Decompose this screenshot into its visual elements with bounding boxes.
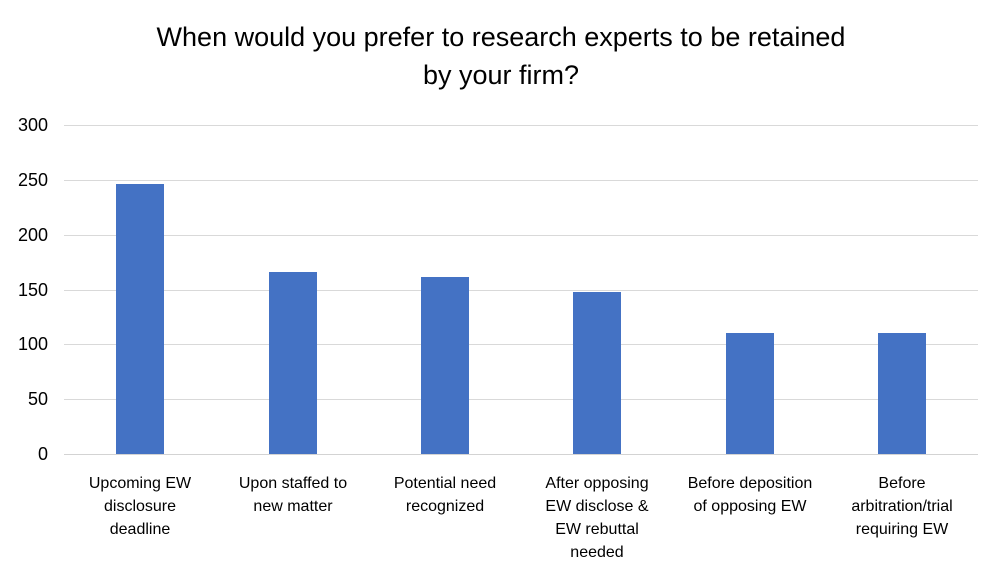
x-axis-label-line: arbitration/trial	[851, 498, 953, 515]
x-axis-label-line: Upon staffed to	[238, 475, 348, 492]
x-axis-label-line: needed	[570, 544, 624, 561]
gridline	[64, 180, 978, 181]
chart-title-line: When would you prefer to research expert…	[156, 22, 846, 52]
x-axis-label-line: requiring EW	[855, 521, 949, 538]
y-tick-label: 200	[17, 225, 48, 245]
x-axis-label-line: After opposing	[545, 475, 649, 492]
y-tick-label: 0	[37, 444, 48, 464]
x-axis-label-line: Upcoming EW	[88, 475, 192, 492]
bar	[269, 272, 317, 454]
y-tick-label: 100	[17, 334, 48, 354]
y-tick-label: 250	[17, 170, 48, 190]
bar	[726, 333, 774, 454]
x-axis-label: Before deposition of opposing EW	[672, 472, 828, 518]
y-tick-label: 50	[27, 389, 48, 409]
x-axis-label-line: new matter	[253, 498, 333, 515]
x-axis-label-line: Potential need	[393, 475, 497, 492]
y-tick-label: 150	[17, 280, 48, 300]
y-tick-label: 300	[17, 115, 48, 135]
gridline	[64, 399, 978, 400]
x-axis-label: Upcoming EW disclosure deadline	[62, 472, 218, 541]
x-axis-label-line: disclosure	[103, 498, 177, 515]
gridline	[64, 125, 978, 126]
x-axis-label-line: Before	[878, 475, 926, 492]
gridline	[64, 344, 978, 345]
chart-title: When would you prefer to research expert…	[0, 18, 1002, 94]
x-axis-label-line: EW rebuttal	[555, 521, 639, 538]
x-axis-label-line: deadline	[109, 521, 171, 538]
x-axis-label: Upon staffed to new matter	[215, 472, 371, 518]
x-axis-label-line: recognized	[405, 498, 485, 515]
chart-title-line: by your firm?	[422, 60, 580, 90]
bar	[573, 292, 621, 454]
plot-area	[64, 125, 978, 455]
x-axis-label: Before arbitration/trial requiring EW	[824, 472, 980, 541]
x-axis-label-line: Before deposition	[687, 475, 813, 492]
x-axis-label: Potential need recognized	[367, 472, 523, 518]
x-axis-line	[64, 454, 978, 455]
bar	[878, 333, 926, 454]
bar	[421, 277, 469, 454]
x-axis-label-line: of opposing EW	[693, 498, 807, 515]
gridline	[64, 290, 978, 291]
x-axis-label-line: EW disclose &	[545, 498, 649, 515]
x-axis-label: After opposing EW disclose & EW rebuttal ne…	[519, 472, 675, 564]
gridline	[64, 235, 978, 236]
bar	[116, 184, 164, 454]
